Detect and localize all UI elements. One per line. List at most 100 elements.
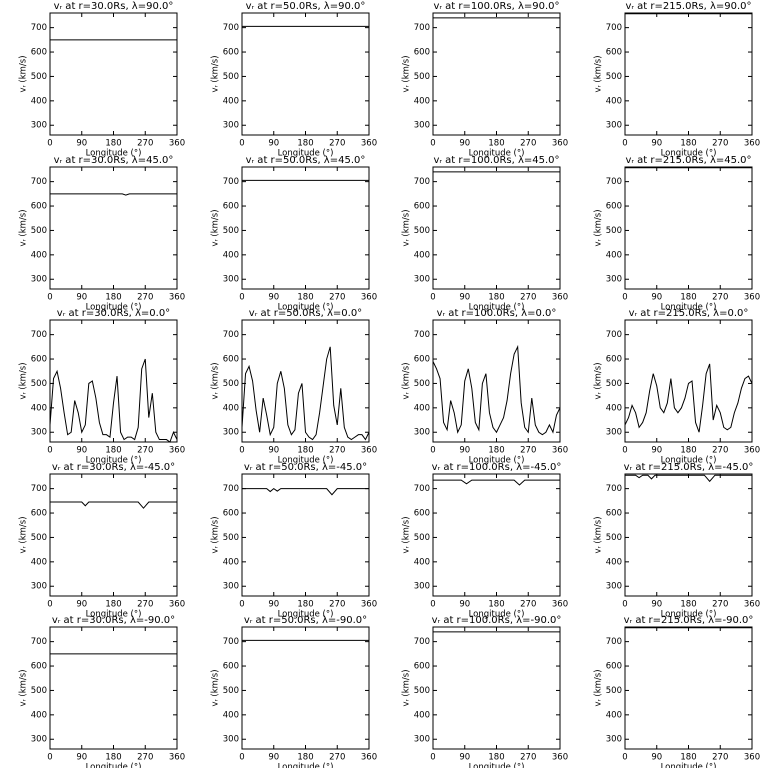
y-tick-label: 400 (414, 557, 430, 567)
x-tick-label: 360 (552, 293, 568, 303)
x-axis-label: Longitude (°) (469, 149, 525, 159)
y-tick-label: 400 (223, 557, 239, 567)
x-tick-label: 180 (488, 753, 504, 763)
y-tick-label: 500 (606, 686, 622, 696)
x-tick-label: 90 (76, 293, 87, 303)
y-tick-label: 700 (223, 637, 239, 647)
x-tick-label: 180 (297, 600, 313, 610)
x-tick-label: 360 (552, 446, 568, 456)
plot-frame (241, 319, 370, 443)
x-axis-label: Longitude (°) (278, 763, 334, 768)
x-tick-label: 180 (488, 446, 504, 456)
x-tick-label: 270 (137, 753, 153, 763)
x-tick-label: 270 (329, 600, 345, 610)
y-tick-label: 400 (414, 96, 430, 106)
y-axis-label: vᵣ (km/s) (594, 209, 604, 246)
panel: vᵣ at r=50.0Rs, λ=-90.0° 300 400 500 600 700 0… (211, 615, 378, 768)
x-tick-label: 180 (105, 753, 121, 763)
x-tick-label: 360 (361, 446, 377, 456)
y-tick-label: 300 (223, 121, 239, 131)
panel: vᵣ at r=30.0Rs, λ=45.0° 300 400 500 600 700 0 9… (19, 155, 186, 313)
x-tick-label: 90 (651, 446, 662, 456)
x-tick-label: 180 (680, 753, 696, 763)
x-axis-label: Longitude (°) (86, 149, 142, 159)
x-tick-label: 270 (520, 600, 536, 610)
y-tick-label: 600 (223, 48, 239, 58)
y-tick-label: 400 (31, 403, 47, 413)
x-axis-label: Longitude (°) (661, 303, 717, 313)
y-tick-label: 300 (606, 121, 622, 131)
y-axis-label: vᵣ (km/s) (211, 669, 221, 706)
y-tick-label: 600 (31, 355, 47, 365)
x-tick-label: 90 (268, 600, 279, 610)
x-tick-label: 0 (430, 139, 435, 149)
plot-frame (49, 166, 178, 290)
x-tick-label: 180 (105, 139, 121, 149)
data-line (432, 344, 561, 436)
chart-title: vᵣ at r=50.0Rs, λ=-90.0° (244, 615, 367, 626)
x-tick-label: 270 (712, 753, 728, 763)
y-tick-label: 400 (606, 96, 622, 106)
chart-title: vᵣ at r=215.0Rs, λ=45.0° (625, 155, 751, 166)
x-tick-label: 90 (459, 446, 470, 456)
y-tick-label: 300 (223, 275, 239, 285)
x-axis-label: Longitude (°) (86, 303, 142, 313)
y-tick-label: 600 (223, 509, 239, 519)
chart-title: vᵣ at r=30.0Rs, λ=-90.0° (52, 615, 175, 626)
x-tick-label: 90 (459, 753, 470, 763)
y-tick-label: 700 (223, 177, 239, 187)
y-tick-label: 300 (31, 582, 47, 592)
x-tick-label: 180 (297, 446, 313, 456)
y-tick-label: 400 (223, 403, 239, 413)
plot-frame (432, 166, 561, 290)
plot-frame (241, 473, 370, 597)
y-tick-label: 700 (606, 637, 622, 647)
y-tick-label: 600 (414, 202, 430, 212)
plot-frame (624, 319, 753, 443)
y-tick-label: 500 (414, 72, 430, 82)
panel: vᵣ at r=50.0Rs, λ=45.0° 300 400 500 600 700 0 9… (211, 155, 378, 313)
x-tick-label: 0 (47, 600, 52, 610)
x-tick-label: 180 (488, 139, 504, 149)
x-tick-label: 90 (459, 139, 470, 149)
y-tick-label: 700 (606, 23, 622, 33)
data-line (624, 363, 753, 433)
plot-frame (49, 473, 178, 597)
y-tick-label: 600 (606, 355, 622, 365)
y-axis-label: vᵣ (km/s) (211, 55, 221, 92)
data-line (242, 488, 369, 496)
y-tick-label: 300 (31, 735, 47, 745)
y-tick-label: 700 (414, 484, 430, 494)
x-tick-label: 360 (169, 139, 185, 149)
y-tick-label: 600 (31, 662, 47, 672)
y-axis-label: vᵣ (km/s) (19, 516, 29, 553)
x-tick-label: 360 (169, 753, 185, 763)
plot-frame (432, 626, 561, 750)
x-tick-label: 90 (268, 446, 279, 456)
x-tick-label: 270 (329, 446, 345, 456)
x-tick-label: 0 (47, 753, 52, 763)
panel: vᵣ at r=215.0Rs, λ=0.0° 300 400 500 600 700 0 9… (594, 308, 761, 466)
x-axis-label: Longitude (°) (469, 303, 525, 313)
plot-frame (49, 319, 178, 443)
x-tick-label: 0 (239, 600, 244, 610)
x-axis-label: Longitude (°) (86, 610, 142, 620)
x-tick-label: 270 (329, 293, 345, 303)
y-tick-label: 300 (606, 735, 622, 745)
y-tick-label: 700 (414, 330, 430, 340)
panel: vᵣ at r=100.0Rs, λ=-90.0° 300 400 500 600 700… (402, 615, 569, 768)
x-tick-label: 0 (430, 600, 435, 610)
y-axis-label: vᵣ (km/s) (19, 362, 29, 399)
y-tick-label: 400 (414, 710, 430, 720)
x-tick-label: 90 (651, 139, 662, 149)
panel: vᵣ at r=100.0Rs, λ=45.0° 300 400 500 600 700 0… (402, 155, 569, 313)
y-tick-label: 700 (606, 330, 622, 340)
x-tick-label: 360 (169, 600, 185, 610)
x-tick-label: 270 (520, 139, 536, 149)
y-axis-label: vᵣ (km/s) (594, 669, 604, 706)
y-tick-label: 600 (414, 662, 430, 672)
y-tick-label: 700 (414, 637, 430, 647)
y-tick-label: 400 (31, 557, 47, 567)
plot-frame (432, 473, 561, 597)
x-tick-label: 0 (239, 753, 244, 763)
